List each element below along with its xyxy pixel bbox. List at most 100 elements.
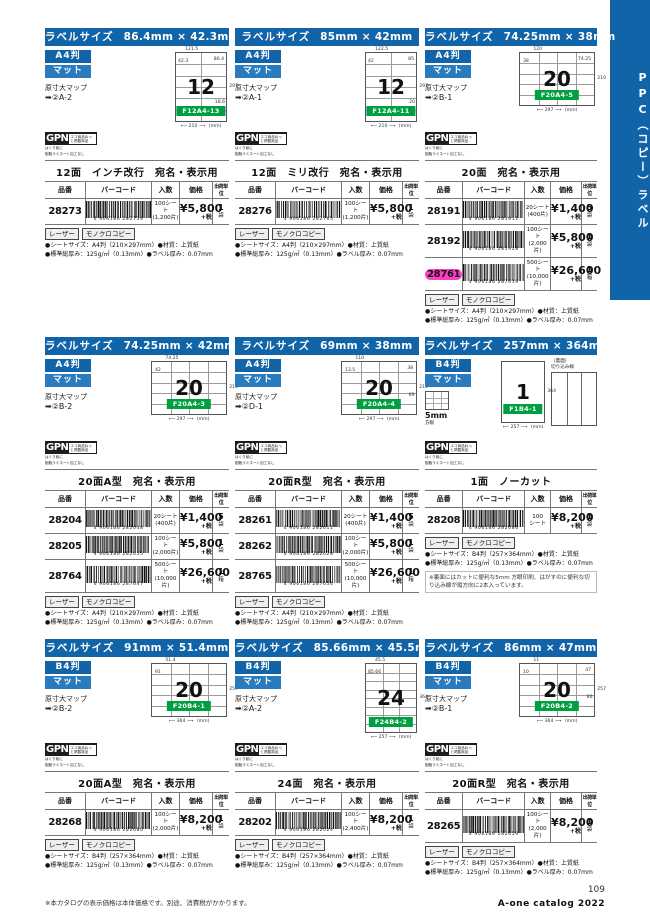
barcode-image [275, 510, 341, 527]
label-size-bar: ラベルサイズ 74.25mm × 38mm [425, 28, 615, 46]
sheet-face-count: 1 [516, 380, 530, 404]
gpn-eco-text: エコ商品ねっと掲載商品 [259, 442, 286, 453]
price-cell: ¥8,200 +税 [550, 507, 594, 534]
table-row[interactable]: 28764 4 906186 287647 500シート (10,000片) ¥… [45, 559, 230, 593]
barcode-image [275, 565, 341, 583]
table-row[interactable]: 28261 4 906186 282611 20シート (400片) ¥1,40… [235, 507, 419, 534]
paper-format-tag: A4判 [235, 359, 281, 372]
spec-note: ●シートサイズ：A4判（210×297mm）●材質：上質紙 [235, 610, 389, 617]
sheet-dimension: 38 [522, 59, 529, 64]
sheet-face-count: 20 [175, 678, 203, 702]
barcode-cell: 4 906186 281911 [462, 198, 526, 225]
spec-note: ●標準総厚み：125g/㎡（0.13mm）●ラベル厚み：0.07mm [45, 250, 213, 258]
grid-cell: ラベルサイズ 74.25mm × 38mm A4判 マット 原寸大マップ ➡②B… [425, 28, 615, 337]
sheet-height-dimension: 364 [419, 695, 428, 700]
product-card[interactable]: ラベルサイズ 257mm × 364mm B4判 マット 5mm 方眼 [425, 337, 611, 593]
price-tax-note: +税 [390, 548, 402, 556]
product-table: 品番 バーコード 入数 価格 出荷単位 28261 4 906186 28261… [235, 491, 420, 593]
spec-area: B4判 マット 原寸大マップ ➡②B-1 GPN エコ商品ねっと掲載商品 はくり… [425, 657, 606, 771]
section-tab-ppc-label[interactable]: PPC（コピー）ラベル [610, 0, 650, 300]
quantity-cell: 100シート (2,000片) [524, 809, 552, 843]
price-value: ¥1,400 [179, 510, 223, 524]
table-row[interactable]: 28761 4 906186 287619 500シート (10,000片) ¥… [425, 257, 601, 291]
product-card[interactable]: ラベルサイズ 86.4mm × 42.3mm A4判 マット 原寸大マップ ➡②… [45, 28, 240, 259]
label-size-bar: ラベルサイズ 257mm × 364mm [425, 337, 611, 355]
table-body: 28261 4 906186 282611 20シート (400片) ¥1,40… [235, 507, 420, 593]
gpn-eco-mark: GPN エコ商品ねっと掲載商品 はくり紙に 樹脂ラミネート加工なし [45, 132, 97, 156]
quantity-sheets: 500シート [154, 562, 177, 575]
spec-left-column: A4判 マット 原寸大マップ ➡②A-1 [235, 50, 281, 103]
sheet-diagram-wrap: 1 F1B4-1 ⟵ 257 ⟶ (mm) 364 [501, 361, 556, 430]
badge-monochrome-copy: モノクロコピー [81, 839, 136, 851]
product-card[interactable]: ラベルサイズ 69mm × 38mm A4判 マット 原寸大マップ ➡②D-1 … [235, 337, 428, 627]
th-barcode: バーコード [462, 491, 526, 508]
product-title: 20面A型 宛名・表示用 [45, 771, 229, 793]
th-price: 価格 [550, 491, 582, 508]
shipping-unit-type: 箱 [408, 577, 414, 583]
product-card[interactable]: ラベルサイズ 74.25mm × 42mm A4判 マット 原寸大マップ ➡②B… [45, 337, 238, 627]
table-row[interactable]: 28265 4 906186 282659 100シート (2,000片) ¥8… [425, 809, 597, 843]
table-header-row: 品番 バーコード 入数 価格 出荷単位 [45, 491, 229, 508]
sheet-dimension: 122.5 [375, 47, 389, 52]
price-value: ¥8,200 [551, 816, 594, 829]
barcode-image [275, 812, 342, 829]
table-row[interactable]: 28765 4 906186 287654 500シート (10,000片) ¥… [235, 559, 420, 593]
grid-print-indicator: 5mm 方眼 [425, 391, 471, 426]
product-table: 品番 バーコード 入数 価格 出荷単位 28273 4 906186 28273… [45, 182, 229, 225]
cut-line-panel: （裏面） 切り込み線 [551, 359, 597, 426]
cut-line-title-1: （裏面） [551, 359, 570, 364]
table-body: 28202 4 906186 282024 100シート (2,400片) ¥8… [235, 809, 419, 836]
sheet-dimension: 110 [355, 356, 365, 361]
th-shipping-unit: 出荷単位 [402, 182, 419, 199]
sheet-face-count: 24 [377, 686, 405, 710]
sheet-dimension: 86 [586, 695, 593, 700]
quantity-pieces: (2,000片) [528, 826, 547, 839]
product-card[interactable]: ラベルサイズ 86mm × 47mm B4判 マット 原寸大マップ ➡②B-1 … [425, 639, 606, 877]
barcode-cell: 4 906186 282734 [85, 198, 153, 225]
label-size-bar: ラベルサイズ 85mm × 42mm [235, 28, 419, 46]
gpn-subtext-1: はくり紙に [235, 757, 253, 762]
label-size-caption: ラベルサイズ [45, 31, 114, 43]
table-header-row: 品番 バーコード 入数 価格 出荷単位 [425, 182, 597, 199]
spec-notes: ●シートサイズ：B4判（257×364mm）●材質：上質紙 ●標準総厚み：125g… [235, 853, 419, 870]
badge-laser: レーザー [425, 846, 459, 858]
shipping-unit-cell: 1 袋 [581, 507, 597, 534]
sheet-diagram: 12 F12A4-13 121.5 42.3 86.4 18.6 [175, 47, 227, 122]
quantity-cell: 20シート (400片) [524, 198, 552, 225]
label-size-bar: ラベルサイズ 86mm × 47mm [425, 639, 597, 657]
product-card[interactable]: ラベルサイズ 85.66mm × 45.5mm B4判 マット 原寸大マップ ➡… [235, 639, 437, 870]
grid-cell: ラベルサイズ 85.66mm × 45.5mm B4判 マット 原寸大マップ ➡… [235, 639, 437, 889]
barcode-image [275, 536, 341, 553]
shipping-unit-count: 1 [586, 511, 593, 521]
price-cell: ¥8,200 +税 [369, 809, 412, 836]
th-product-code: 品番 [425, 491, 464, 508]
table-row[interactable]: 28262 4 906186 282628 100シート (2,000片) ¥5… [235, 533, 419, 560]
product-card[interactable]: ラベルサイズ 85mm × 42mm A4判 マット 原寸大マップ ➡②A-1 … [235, 28, 428, 259]
spec-note: ●シートサイズ：B4判（257×364mm）●材質：上質紙 [425, 860, 579, 867]
table-row[interactable]: 28192 4 906186 281928 100シート (2,000片) ¥5… [425, 224, 597, 258]
label-size-caption: ラベルサイズ [45, 642, 115, 654]
product-card[interactable]: ラベルサイズ 91mm × 51.4mm B4判 マット 原寸大マップ ➡②B-… [45, 639, 238, 870]
table-row[interactable]: 28191 4 906186 281911 20シート (400片) ¥1,40… [425, 198, 597, 225]
th-product-code: 品番 [235, 793, 276, 810]
gpn-subtext-1: はくり紙に [425, 146, 443, 151]
table-row[interactable]: 28276 4 906186 282765 100シート (1,200片) ¥5… [235, 198, 419, 225]
sheet-diagram: 24 F24B4-2 45.5 85.66 [365, 658, 417, 733]
spec-note: ●標準総厚み：125g/㎡（0.13mm）●ラベル厚み：0.07mm [45, 618, 213, 626]
product-code-cell: 28208 [425, 507, 464, 534]
product-code-cell: 28205 [45, 533, 86, 560]
table-row[interactable]: 28268 4 906186 282680 100シート (2,000片) ¥8… [45, 809, 229, 836]
table-row[interactable]: 28202 4 906186 282024 100シート (2,400片) ¥8… [235, 809, 419, 836]
table-row[interactable]: 28204 4 906186 282048 20シート (400片) ¥1,40… [45, 507, 229, 534]
shipping-unit-type: 袋 [586, 242, 593, 248]
table-row[interactable]: 28205 4 906186 282055 100シート (2,000片) ¥5… [45, 533, 229, 560]
table-row[interactable]: 28273 4 906186 282734 100シート (1,200片) ¥5… [45, 198, 229, 225]
table-header-row: 品番 バーコード 入数 価格 出荷単位 [425, 793, 597, 810]
sheet-height-dimension: 257 [597, 687, 606, 692]
table-row[interactable]: 28208 4 906186 282086 100 シート ¥8,200 +税 … [425, 507, 597, 534]
label-size-caption: ラベルサイズ [45, 340, 114, 352]
quantity-cell: 500シート (10,000片) [341, 559, 370, 593]
barcode-digits: 4 906186 282086 [468, 526, 519, 531]
product-code-cell: 28276 [235, 198, 276, 225]
product-card[interactable]: ラベルサイズ 74.25mm × 38mm A4判 マット 原寸大マップ ➡②B… [425, 28, 615, 325]
